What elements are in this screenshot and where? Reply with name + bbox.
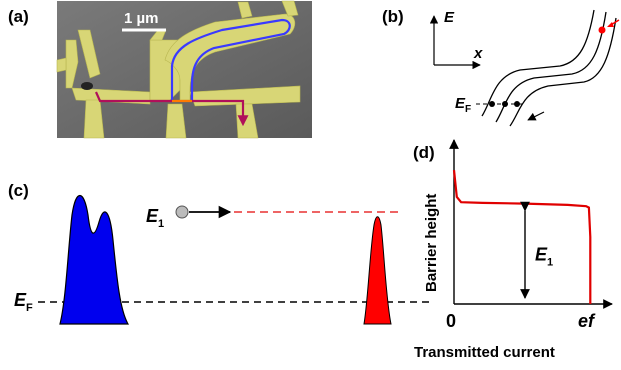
- d-e1-label: E1: [535, 244, 553, 268]
- panel-c: (c) EF E1: [8, 181, 430, 325]
- panel-d: (d) Barrier height Transmitted current 0…: [413, 139, 613, 361]
- scale-bar-label: 1 µm: [124, 10, 159, 27]
- c-energy-label: E1: [146, 206, 164, 230]
- d-series-line: [452, 169, 592, 304]
- c-electron-peak: [363, 216, 392, 325]
- panel-b-label: (b): [382, 7, 404, 26]
- red-edge-path: [94, 91, 243, 124]
- ohmic-dot: [81, 82, 93, 90]
- b-pointer-arrow: [527, 111, 545, 121]
- b-state-dot: [502, 101, 508, 107]
- d-ylabel: Barrier height: [423, 194, 440, 292]
- c-hole-distribution: [59, 194, 130, 325]
- b-fermi-label: EF: [455, 95, 471, 115]
- blue-edge-path: [170, 18, 291, 101]
- panel-d-label: (d): [413, 143, 435, 162]
- panel-a: (a): [8, 0, 312, 139]
- b-red-arrowhead: [607, 22, 614, 27]
- gate-electrodes: [56, 0, 301, 139]
- c-fermi-label: EF: [14, 290, 33, 314]
- d-tick-0: 0: [446, 311, 456, 331]
- d-xlabel: Transmitted current: [414, 344, 555, 361]
- c-electron-ball: [175, 205, 189, 219]
- b-state-dot: [489, 101, 495, 107]
- panel-c-label: (c): [8, 181, 29, 200]
- b-state-dot: [514, 101, 520, 107]
- panel-b: (b) E x EF: [382, 7, 620, 127]
- b-axis-x-label: x: [473, 45, 483, 62]
- b-level-curves: [481, 9, 617, 127]
- b-electron-dot: [598, 26, 606, 34]
- panel-a-label: (a): [8, 7, 29, 26]
- d-tick-ef: ef: [578, 311, 596, 331]
- b-axis-y-label: E: [444, 9, 455, 26]
